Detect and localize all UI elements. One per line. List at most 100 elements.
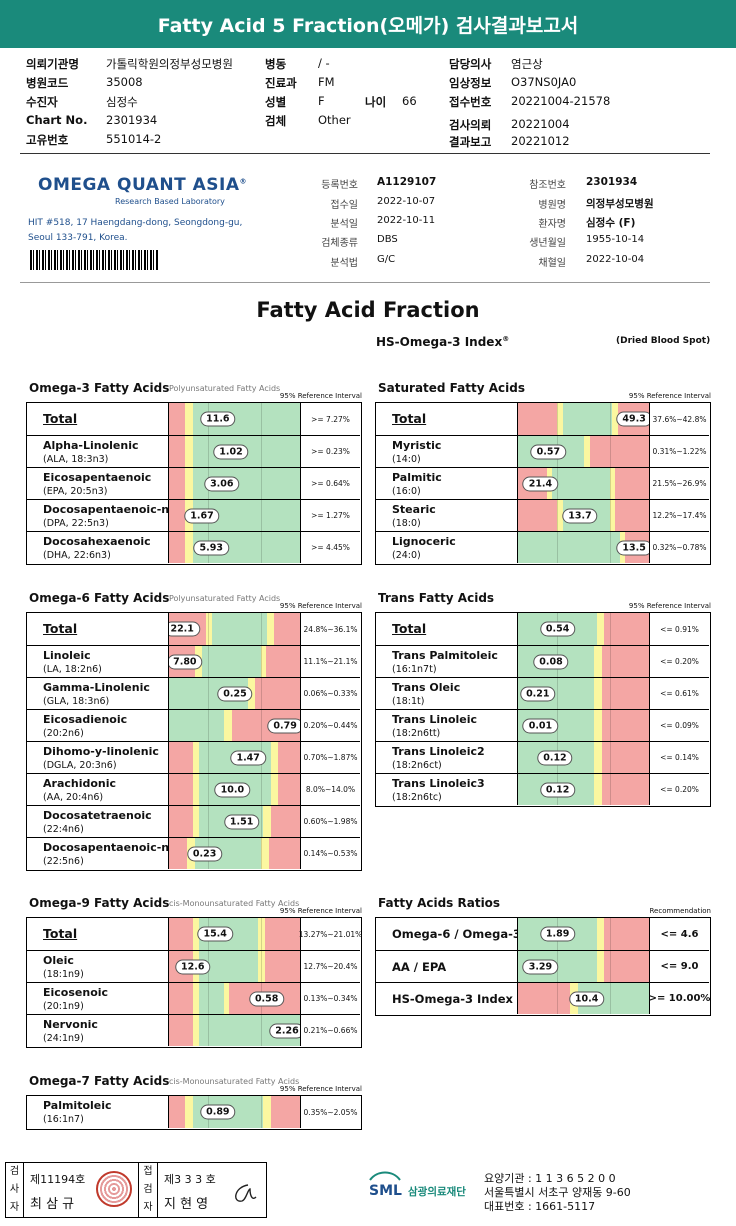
- table-row: Oleic (18:1n9) 12.6 12.7%~20.4%: [27, 950, 360, 982]
- footer-line-2: 서울특별시 서초구 양재동 9-60: [484, 1186, 631, 1199]
- specimen-value: DBS: [377, 234, 398, 245]
- gridline: [557, 951, 559, 982]
- table-row: Trans Linoleic2 (18:2n6ct) 0.12 <= 0.14%: [376, 741, 709, 773]
- range-segment: [263, 1096, 272, 1128]
- table-row: Alpha-Linolenic (ALA, 18:3n3) 1.02 >= 0.23%: [27, 435, 360, 467]
- specimen-value: 2301934: [586, 176, 638, 188]
- range-segment: [224, 983, 230, 1014]
- table-row: Eicosadienoic (20:2n6) 0.79 0.20%~0.44%: [27, 709, 360, 741]
- reference-value: <= 9.0: [649, 951, 709, 982]
- range-segment: [596, 613, 605, 645]
- row-name: Trans Palmitoleic: [392, 649, 498, 662]
- range-segment: [192, 806, 200, 837]
- range-segment: [224, 710, 232, 741]
- header-value: 심정수: [106, 95, 138, 109]
- range-segment: [169, 918, 193, 950]
- value-marker: 7.80: [169, 654, 203, 669]
- table-row: Gamma-Linolenic (GLA, 18:3n6) 0.25 0.06%~0.…: [27, 677, 360, 709]
- range-bar: 0.54: [517, 613, 649, 645]
- row-subname: (18:2n6tc): [392, 792, 442, 803]
- row-name: Total: [43, 411, 78, 426]
- row-subname: (18:2n6ct): [392, 760, 442, 771]
- range-bar: 21.4: [517, 468, 649, 499]
- inspector-name: 최 삼 규: [30, 1197, 75, 1212]
- divider: [20, 153, 710, 154]
- fatty-acid-table: Total 22.1 24.8%~36.1% Linoleic (LA, 18:2n6)…: [26, 612, 362, 871]
- reference-value: 11.1%~21.1%: [300, 646, 360, 677]
- value-marker: 1.47: [230, 750, 266, 765]
- range-segment: [264, 951, 300, 982]
- range-segment: [260, 646, 266, 677]
- range-segment: [212, 613, 268, 645]
- range-segment: [271, 806, 300, 837]
- value-marker: 0.21: [520, 686, 556, 701]
- header-value: 2301934: [106, 113, 158, 127]
- gridline: [557, 983, 559, 1014]
- gridline: [208, 774, 210, 805]
- range-segment: [255, 678, 300, 709]
- range-bar: 0.23: [168, 838, 300, 869]
- sml-org: 삼광의료재단: [408, 1186, 466, 1198]
- range-bar: 0.21: [517, 678, 649, 709]
- gridline: [609, 468, 611, 499]
- value-marker: 2.26: [269, 1023, 300, 1038]
- reference-value: 0.35%~2.05%: [300, 1096, 360, 1128]
- row-name: Palmitic: [392, 471, 442, 484]
- range-segment: [184, 403, 193, 435]
- range-bar: 13.5: [517, 532, 649, 563]
- row-subname: (LA, 18:2n6): [43, 664, 102, 675]
- range-segment: [264, 918, 300, 950]
- gridline: [260, 532, 262, 563]
- header-label: 병동: [265, 57, 287, 71]
- value-marker: 1.02: [213, 444, 249, 459]
- row-name: Trans Linoleic2: [392, 745, 485, 758]
- row-name: Dihomo-y-linolenic: [43, 745, 159, 758]
- row-name: Nervonic: [43, 1018, 98, 1031]
- reference-value: <= 0.09%: [649, 710, 709, 741]
- reference-value: 0.21%~0.66%: [300, 1015, 360, 1046]
- row-name: Lignoceric: [392, 535, 456, 548]
- header-label: 고유번호: [26, 133, 69, 147]
- range-segment: [184, 1096, 193, 1128]
- lab-address-2: Seoul 133-791, Korea.: [28, 233, 128, 243]
- range-segment: [169, 436, 185, 467]
- range-segment: [169, 838, 188, 869]
- range-bar: 7.80: [168, 646, 300, 677]
- gridline: [208, 646, 210, 677]
- row-subname: (ALA, 18:3n3): [43, 454, 109, 465]
- range-bar: 1.51: [168, 806, 300, 837]
- gridline: [557, 500, 559, 531]
- range-bar: 1.89: [517, 918, 649, 950]
- table-row: AA / EPA 3.29 <= 9.0: [376, 950, 709, 982]
- reference-value: 0.32%~0.78%: [649, 532, 709, 563]
- row-subname: (16:1n7): [43, 1114, 84, 1125]
- row-subname: (24:0): [392, 550, 421, 561]
- age-value: 66: [402, 94, 417, 108]
- table-row: Stearic (18:0) 13.7 12.2%~17.4%: [376, 499, 709, 531]
- gridline: [208, 710, 210, 741]
- range-segment: [601, 774, 649, 805]
- range-segment: [604, 613, 649, 645]
- value-marker: 0.54: [539, 621, 576, 637]
- gridline: [609, 918, 611, 950]
- range-segment: [192, 742, 200, 773]
- fatty-acid-table: Total 0.54 <= 0.91% Trans Palmitoleic (16:1n…: [375, 612, 711, 807]
- range-segment: [518, 403, 558, 435]
- gridline: [557, 710, 559, 741]
- specimen-value: 2022-10-07: [377, 196, 436, 207]
- header-label: 접수번호: [449, 95, 492, 109]
- table-row: Eicosapentaenoic (EPA, 20:5n3) 3.06 >= 0.64…: [27, 467, 360, 499]
- reference-value: <= 0.14%: [649, 742, 709, 773]
- gridline: [557, 678, 559, 709]
- range-bar: 1.02: [168, 436, 300, 467]
- lab-logo: OMEGA QUANT ASIA®: [38, 175, 248, 195]
- range-bar: 13.7: [517, 500, 649, 531]
- table-row: HS-Omega-3 Index 10.4 >= 10.00%: [376, 982, 710, 1014]
- value-marker: 12.6: [175, 959, 211, 974]
- row-name: HS-Omega-3 Index: [392, 992, 513, 1006]
- range-segment: [583, 436, 591, 467]
- range-segment: [596, 918, 605, 950]
- row-name: Total: [43, 621, 78, 636]
- value-marker: 0.57: [530, 444, 567, 459]
- range-bar: 0.89: [168, 1096, 300, 1128]
